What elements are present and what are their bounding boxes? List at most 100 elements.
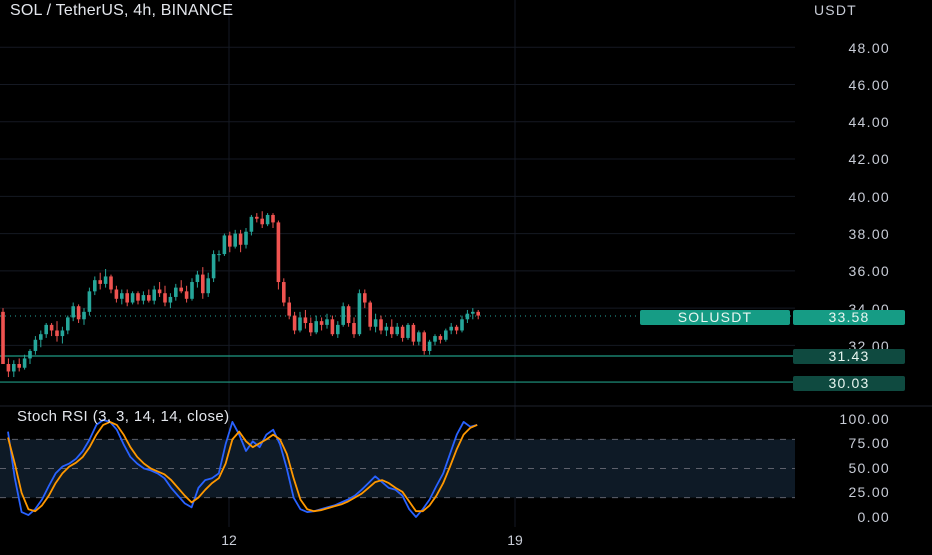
chart-title: SOL / TetherUS, 4h, BINANCE	[10, 2, 234, 19]
candle-body	[303, 317, 308, 324]
candle-up	[211, 250, 216, 283]
candle-down	[476, 309, 480, 320]
candle-down	[422, 330, 426, 355]
price-tick: 48.00	[848, 40, 890, 56]
candle-up	[395, 323, 399, 337]
candle-up	[465, 309, 470, 324]
candle-body	[195, 274, 200, 283]
candle-up	[39, 330, 43, 348]
candle-body	[341, 306, 345, 325]
candle-up	[120, 289, 124, 305]
candle-up	[217, 250, 221, 262]
candle-up	[66, 315, 70, 335]
time-tick: 19	[507, 532, 523, 548]
candle-down	[157, 282, 162, 297]
candle-down	[55, 321, 59, 342]
candle-down	[438, 334, 443, 344]
candle-up	[82, 308, 86, 325]
candle-up	[222, 233, 227, 256]
candle-down	[179, 280, 183, 294]
candle-body	[395, 326, 399, 335]
candle-body	[465, 313, 470, 320]
candle-up	[44, 323, 48, 338]
candle-body	[390, 326, 394, 335]
candle-body	[292, 315, 297, 331]
candle-down	[98, 272, 102, 290]
candle-body	[368, 302, 372, 327]
candle-down	[201, 267, 205, 299]
candle-down	[109, 274, 113, 294]
candle-body	[87, 291, 92, 312]
price-axis-currency: USDT	[814, 2, 857, 18]
candle-down	[379, 315, 383, 335]
candle-down	[368, 300, 372, 331]
candle-down	[400, 324, 405, 342]
candle-body	[114, 289, 119, 299]
candle-body	[130, 293, 135, 303]
candle-body	[55, 330, 59, 337]
price-tick: 36.00	[848, 263, 890, 279]
last-price-tag: 33.58	[793, 310, 905, 325]
candle-up	[190, 278, 194, 301]
candle-body	[460, 319, 464, 331]
candle-down	[411, 323, 416, 346]
stoch-k-line	[7, 419, 478, 518]
candle-up	[460, 315, 464, 333]
candle-down	[1, 308, 5, 365]
candle-up	[28, 349, 32, 365]
candle-body	[184, 291, 189, 299]
candle-body	[444, 330, 448, 340]
candle-up	[168, 293, 173, 309]
candle-up	[449, 323, 453, 335]
candle-body	[201, 274, 205, 294]
candle-body	[476, 311, 480, 316]
candle-body	[1, 311, 5, 365]
indicator-tick: 75.00	[848, 435, 890, 451]
candle-up	[141, 291, 146, 305]
candle-body	[379, 319, 383, 331]
candle-body	[222, 235, 227, 255]
candle-body	[141, 295, 146, 301]
candle-body	[325, 319, 329, 325]
candle-body	[363, 293, 367, 303]
candle-up	[373, 313, 378, 333]
candle-down	[352, 317, 356, 338]
candle-body	[422, 332, 426, 351]
candle-body	[168, 296, 173, 303]
candle-up	[249, 214, 254, 236]
indicator-title[interactable]: Stoch RSI (3, 3, 14, 14, close)	[17, 408, 230, 425]
candle-up	[341, 302, 345, 327]
candle-body	[357, 293, 362, 335]
candle-down	[255, 213, 259, 223]
candle-down	[309, 317, 313, 337]
candle-body	[255, 216, 259, 219]
candle-body	[163, 293, 167, 303]
candle-body	[12, 364, 16, 372]
candle-down	[76, 304, 81, 324]
grid-lines	[0, 0, 932, 527]
candle-down	[136, 291, 140, 305]
candle-body	[211, 254, 216, 279]
candle-down	[276, 220, 281, 290]
candle-body	[309, 323, 313, 333]
candle-body	[44, 324, 48, 335]
candle-up	[244, 227, 248, 249]
candle-down	[184, 285, 189, 303]
candle-body	[190, 282, 194, 299]
candle-body	[287, 302, 291, 316]
level-price-tag: 31.43	[793, 349, 905, 364]
candle-up	[336, 321, 340, 338]
candle-up	[71, 302, 75, 322]
indicator-tick: 100.00	[839, 411, 890, 427]
candle-up	[444, 328, 448, 342]
price-tick: 42.00	[848, 151, 890, 167]
candle-up	[152, 285, 156, 305]
candle-up	[406, 323, 410, 340]
candle-down	[238, 229, 243, 253]
price-tick: 38.00	[848, 226, 890, 242]
stoch-rsi-lines	[7, 419, 478, 518]
candle-down	[346, 304, 351, 327]
candle-body	[373, 319, 378, 327]
